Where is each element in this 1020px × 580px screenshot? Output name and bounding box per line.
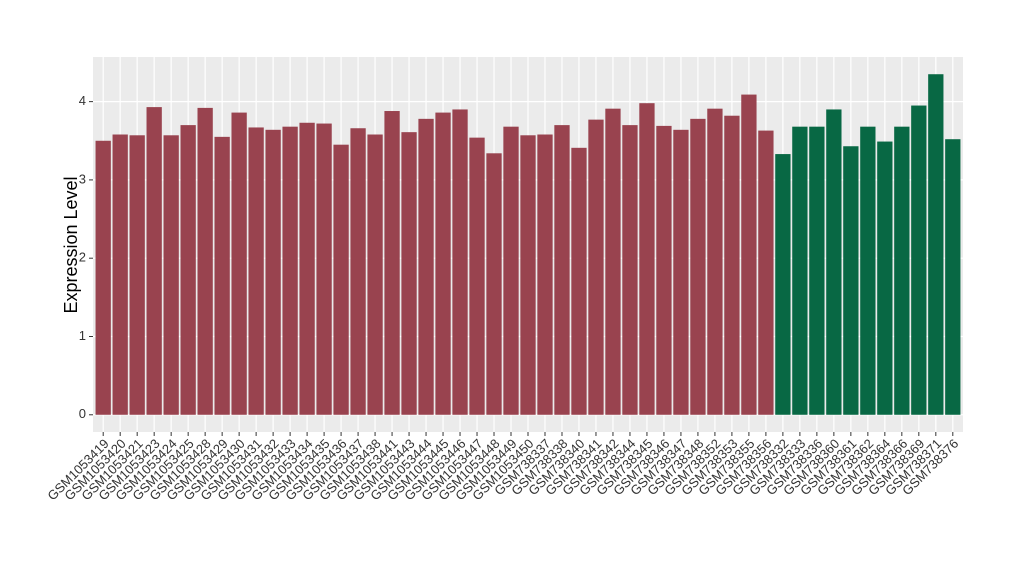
bar bbox=[503, 126, 519, 415]
bar bbox=[622, 125, 638, 415]
bar bbox=[435, 112, 451, 415]
bar bbox=[316, 123, 332, 415]
bar bbox=[248, 127, 264, 415]
y-tick-label: 1 bbox=[79, 328, 86, 343]
bar bbox=[333, 144, 349, 415]
bar bbox=[384, 111, 400, 415]
bar bbox=[231, 112, 247, 415]
bar bbox=[877, 141, 893, 415]
bar bbox=[452, 109, 468, 415]
bar bbox=[163, 135, 179, 415]
bar bbox=[265, 129, 281, 415]
bar bbox=[758, 130, 774, 415]
bar bbox=[809, 126, 825, 415]
bar bbox=[282, 126, 298, 415]
bar bbox=[146, 107, 162, 415]
bar bbox=[180, 125, 196, 415]
y-axis-title: Expression Level bbox=[61, 176, 81, 313]
bar bbox=[724, 115, 740, 415]
bar bbox=[894, 126, 910, 415]
bar bbox=[826, 109, 842, 415]
bar bbox=[418, 118, 434, 415]
bar bbox=[775, 154, 791, 415]
y-tick-label: 4 bbox=[79, 93, 86, 108]
bar bbox=[112, 134, 128, 415]
bar bbox=[588, 119, 604, 415]
bar bbox=[605, 108, 621, 415]
bar bbox=[350, 128, 366, 415]
bar bbox=[486, 153, 502, 415]
bar bbox=[690, 118, 706, 415]
bar bbox=[469, 137, 485, 415]
bar bbox=[129, 135, 145, 415]
bar bbox=[537, 134, 553, 415]
bar bbox=[741, 94, 757, 415]
bar bbox=[639, 103, 655, 415]
bar bbox=[843, 146, 859, 415]
bar bbox=[860, 126, 876, 415]
bar bbox=[911, 105, 927, 415]
bar bbox=[928, 74, 944, 415]
bar bbox=[520, 135, 536, 415]
bar bbox=[571, 147, 587, 415]
bar bbox=[945, 139, 961, 415]
bar bbox=[299, 122, 315, 415]
y-tick-label: 0 bbox=[79, 406, 86, 421]
bar bbox=[707, 108, 723, 415]
bar bbox=[214, 136, 230, 415]
y-tick-label: 3 bbox=[79, 171, 86, 186]
bar bbox=[367, 134, 383, 415]
bar bbox=[792, 126, 808, 415]
bar bbox=[95, 140, 111, 415]
bar bbox=[656, 125, 672, 415]
bar bbox=[401, 132, 417, 415]
bar bbox=[554, 125, 570, 415]
bar bbox=[673, 129, 689, 415]
bar bbox=[197, 107, 213, 415]
y-tick-label: 2 bbox=[79, 250, 86, 265]
